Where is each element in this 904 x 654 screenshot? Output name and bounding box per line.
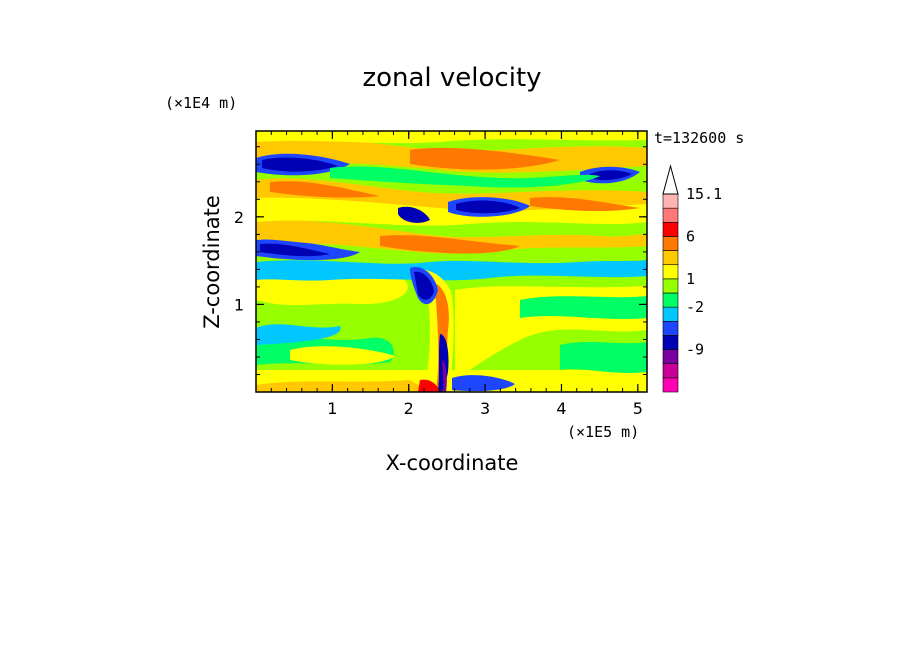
contour-region: [256, 260, 647, 281]
colorbar-swatch: [662, 264, 679, 280]
colorbar-tick-label: -2: [686, 298, 704, 316]
colorbar-tick-label: 1: [686, 270, 695, 288]
colorbar-swatch: [662, 306, 679, 322]
contour-region: [442, 360, 447, 392]
contour-region: [414, 271, 434, 300]
colorbar: -9 -2 1 6 15.1: [662, 164, 722, 393]
contour-region: [590, 170, 632, 181]
colorbar-tick-label: -9: [686, 341, 704, 359]
chart-title: zonal velocity: [362, 63, 541, 93]
contour-region: [456, 200, 520, 214]
contour-region: [418, 379, 440, 392]
colorbar-tick-label: 15.1: [686, 185, 722, 203]
plot-area: [256, 131, 647, 392]
colorbar-swatch: [662, 250, 679, 266]
x-tick-label: 3: [480, 399, 490, 418]
contour-region: [560, 342, 647, 373]
colorbar-swatch: [662, 236, 679, 251]
x-tick-label: 2: [404, 399, 414, 418]
y-scale-label: (×1E4 m): [165, 94, 237, 112]
contour-region: [452, 375, 515, 392]
contour-region: [380, 235, 520, 254]
contour-region: [290, 346, 395, 365]
y-axis-label: Z-coordinate: [200, 195, 224, 329]
contour-region: [530, 197, 640, 212]
colorbar-swatch: [662, 349, 679, 365]
y-tick-label: 2: [234, 208, 244, 227]
colorbar-swatch: [662, 207, 679, 223]
x-tick-label: 5: [633, 399, 643, 418]
contour-field: [256, 131, 647, 392]
colorbar-swatch: [662, 335, 679, 350]
x-tick-label: 1: [327, 399, 337, 418]
x-axis-label: X-coordinate: [386, 451, 519, 475]
colorbar-swatch: [662, 292, 679, 308]
contour-region: [260, 243, 330, 257]
contour-region: [256, 220, 647, 254]
contour-region: [256, 131, 647, 144]
x-scale-label: (×1E5 m): [567, 423, 639, 441]
contour-region: [270, 181, 380, 198]
time-label: t=132600 s: [654, 129, 744, 147]
colorbar-tick-label: 6: [686, 227, 695, 245]
x-tick-label: 4: [556, 399, 566, 418]
contour-region: [256, 275, 408, 306]
contour-region: [256, 380, 430, 392]
colorbar-swatch: [662, 377, 679, 393]
colorbar-swatch: [662, 193, 679, 209]
y-tick-label: 1: [234, 295, 244, 314]
axis-ticks: 1 2 3 4 5 1 2: [234, 131, 647, 418]
colorbar-swatch: [662, 278, 679, 294]
contour-region: [410, 147, 560, 170]
contour-region: [330, 166, 600, 188]
colorbar-swatch: [662, 320, 679, 336]
contour-region: [256, 324, 341, 345]
contour-region: [520, 296, 647, 319]
colorbar-extend-arrow: [662, 164, 679, 195]
contour-region: [398, 206, 430, 223]
contour-region: [262, 157, 338, 172]
colorbar-swatch: [662, 221, 679, 237]
plot-frame: [255, 130, 648, 393]
colorbar-swatch: [662, 363, 679, 379]
